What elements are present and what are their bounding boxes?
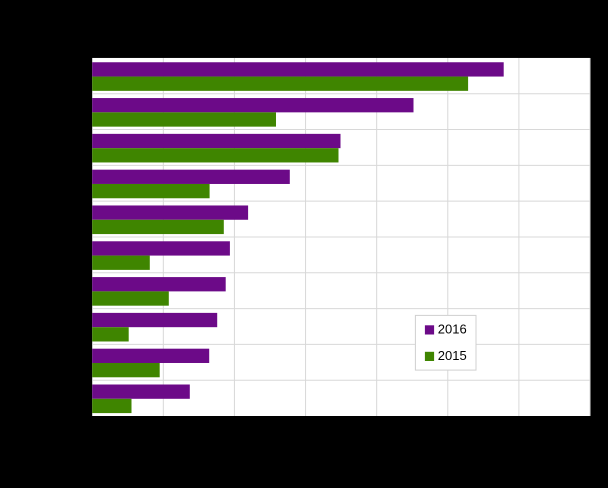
svg-text:2015: 2015 (438, 348, 467, 363)
svg-text:2016: 2016 (438, 321, 467, 336)
